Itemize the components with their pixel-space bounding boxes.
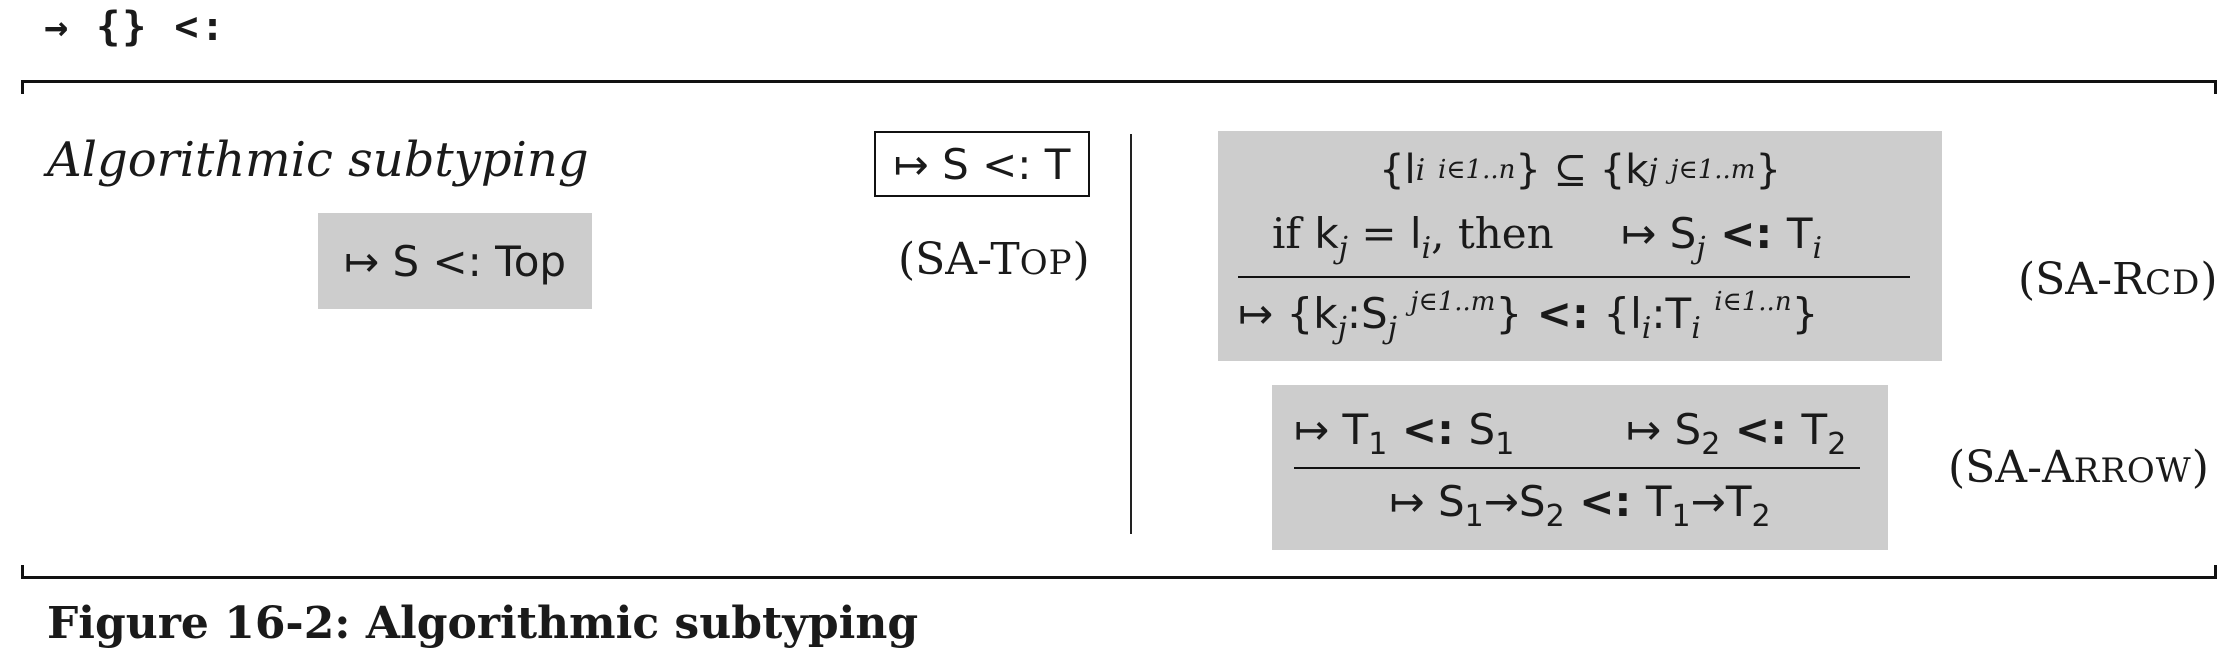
rule-sa-rcd-box: {l i i∈1..n} ⊆ {k j j∈1..m} if kj = li, th… <box>1218 131 1942 361</box>
rule-sa-arrow-fraction-line <box>1294 467 1860 469</box>
rule-sa-top-name: (SA-TOP) <box>898 234 1090 285</box>
rule-sa-arrow-premise-1: ↦ T1 <: S1 <box>1294 405 1515 462</box>
judgment-form: ↦ S <: T <box>893 139 1071 189</box>
header-symbols: → {} <: <box>44 4 227 50</box>
rule-sa-rcd-premise-2: if kj = li, then ↦ Sj <: Ti <box>1272 209 1823 266</box>
figure-caption: Figure 16-2: Algorithmic subtyping <box>47 598 919 649</box>
rule-sa-rcd-fraction-line <box>1238 276 1910 278</box>
bottom-rule <box>21 576 2217 579</box>
section-title: Algorithmic subtyping <box>47 132 589 188</box>
judgment-form-box: ↦ S <: T <box>874 131 1090 197</box>
rule-sa-rcd-premise-1: {l i i∈1..n} ⊆ {k j j∈1..m} <box>1379 147 1781 193</box>
top-rule <box>21 80 2217 83</box>
rule-sa-rcd-name: (SA-RCD) <box>2018 254 2218 305</box>
bottom-rule-left-tick <box>21 565 24 579</box>
bottom-rule-right-tick <box>2214 565 2217 579</box>
top-rule-left-tick <box>21 80 24 94</box>
column-divider <box>1130 134 1132 534</box>
rule-sa-arrow-conclusion: ↦ S1→S2 <: T1→T2 <box>1389 477 1771 534</box>
rule-sa-arrow-premise-2: ↦ S2 <: T2 <box>1626 405 1847 462</box>
rule-sa-top-box: ↦ S <: Top <box>318 213 592 309</box>
rule-sa-arrow-box: ↦ T1 <: S1 ↦ S2 <: T2 ↦ S1→S2 <: T1→T2 <box>1272 385 1888 550</box>
rule-sa-rcd-conclusion: ↦ {kj:Sj j∈1..m} <: {li:Ti i∈1..n} <box>1238 287 1819 346</box>
top-rule-right-tick <box>2214 80 2217 94</box>
rule-sa-arrow-name: (SA-ARROW) <box>1948 442 2209 493</box>
rule-sa-top-conclusion: ↦ S <: Top <box>343 236 567 286</box>
